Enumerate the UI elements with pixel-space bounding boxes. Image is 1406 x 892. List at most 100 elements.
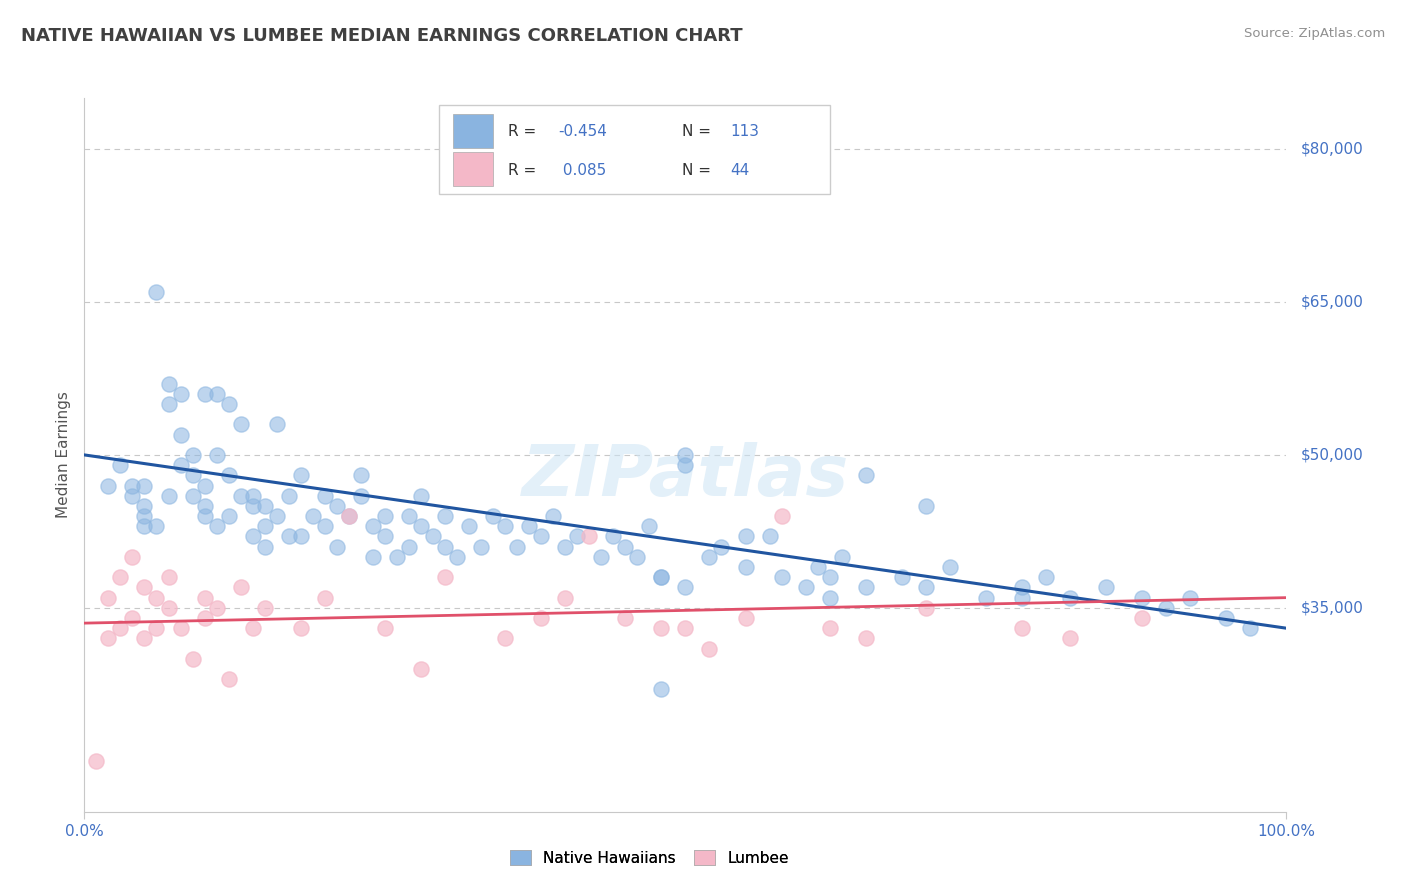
- Point: [229, 581, 252, 595]
- Point: [145, 591, 167, 605]
- Point: [1239, 621, 1261, 635]
- Point: [86, 754, 108, 768]
- Text: N =: N =: [682, 163, 716, 178]
- Point: [1156, 600, 1178, 615]
- Point: [253, 540, 276, 554]
- Text: Source: ZipAtlas.com: Source: ZipAtlas.com: [1244, 27, 1385, 40]
- Point: [770, 509, 793, 524]
- Point: [626, 549, 648, 564]
- Point: [290, 468, 312, 483]
- Point: [591, 549, 613, 564]
- Point: [350, 468, 373, 483]
- Point: [818, 621, 841, 635]
- Point: [205, 448, 228, 462]
- Point: [181, 448, 204, 462]
- Point: [915, 499, 938, 513]
- Point: [242, 489, 264, 503]
- Point: [121, 611, 143, 625]
- Point: [494, 519, 516, 533]
- Text: $50,000: $50,000: [1301, 448, 1364, 462]
- Point: [734, 529, 756, 543]
- Point: [699, 641, 721, 656]
- Point: [157, 600, 180, 615]
- Point: [326, 540, 349, 554]
- Point: [194, 509, 217, 524]
- Point: [517, 519, 540, 533]
- Point: [650, 621, 672, 635]
- Point: [145, 519, 167, 533]
- Point: [482, 509, 505, 524]
- Point: [205, 386, 228, 401]
- Point: [1059, 632, 1081, 646]
- Y-axis label: Median Earnings: Median Earnings: [56, 392, 72, 518]
- FancyBboxPatch shape: [439, 105, 830, 194]
- Point: [818, 591, 841, 605]
- Text: $80,000: $80,000: [1301, 142, 1364, 157]
- Point: [97, 591, 120, 605]
- Point: [650, 570, 672, 584]
- Point: [194, 591, 217, 605]
- Point: [181, 652, 204, 666]
- Point: [337, 509, 360, 524]
- Point: [1180, 591, 1202, 605]
- Point: [567, 529, 589, 543]
- Point: [675, 448, 697, 462]
- Text: 0.085: 0.085: [558, 163, 606, 178]
- Text: ZIPatlas: ZIPatlas: [522, 442, 849, 511]
- Point: [242, 621, 264, 635]
- Text: NATIVE HAWAIIAN VS LUMBEE MEDIAN EARNINGS CORRELATION CHART: NATIVE HAWAIIAN VS LUMBEE MEDIAN EARNING…: [21, 27, 742, 45]
- Point: [145, 621, 167, 635]
- Point: [807, 560, 830, 574]
- Point: [422, 529, 444, 543]
- Point: [409, 519, 432, 533]
- Point: [134, 509, 156, 524]
- Point: [157, 489, 180, 503]
- Point: [314, 519, 336, 533]
- Point: [314, 489, 336, 503]
- Point: [602, 529, 624, 543]
- Text: $65,000: $65,000: [1301, 294, 1364, 310]
- Point: [506, 540, 529, 554]
- Point: [290, 529, 312, 543]
- Point: [194, 499, 217, 513]
- Point: [374, 529, 396, 543]
- Point: [277, 489, 299, 503]
- Point: [169, 458, 191, 472]
- Point: [134, 632, 156, 646]
- Point: [194, 611, 217, 625]
- Point: [229, 489, 252, 503]
- Point: [770, 570, 793, 584]
- Point: [169, 427, 191, 442]
- Point: [134, 581, 156, 595]
- Point: [361, 519, 384, 533]
- Point: [253, 600, 276, 615]
- Point: [650, 570, 672, 584]
- Point: [1130, 611, 1153, 625]
- Point: [614, 611, 637, 625]
- Point: [229, 417, 252, 432]
- Point: [890, 570, 912, 584]
- Text: 44: 44: [730, 163, 749, 178]
- Point: [675, 621, 697, 635]
- Point: [157, 376, 180, 391]
- Text: 113: 113: [730, 124, 759, 139]
- Point: [218, 468, 240, 483]
- Point: [1011, 621, 1033, 635]
- Point: [915, 600, 938, 615]
- Point: [398, 540, 420, 554]
- Point: [855, 468, 877, 483]
- Point: [205, 600, 228, 615]
- Point: [855, 581, 877, 595]
- Point: [699, 549, 721, 564]
- Point: [205, 519, 228, 533]
- Point: [855, 632, 877, 646]
- Point: [181, 489, 204, 503]
- Point: [157, 397, 180, 411]
- Point: [794, 581, 817, 595]
- Text: N =: N =: [682, 124, 716, 139]
- Point: [121, 549, 143, 564]
- Point: [145, 285, 167, 299]
- Point: [218, 397, 240, 411]
- Point: [1035, 570, 1057, 584]
- Point: [194, 478, 217, 492]
